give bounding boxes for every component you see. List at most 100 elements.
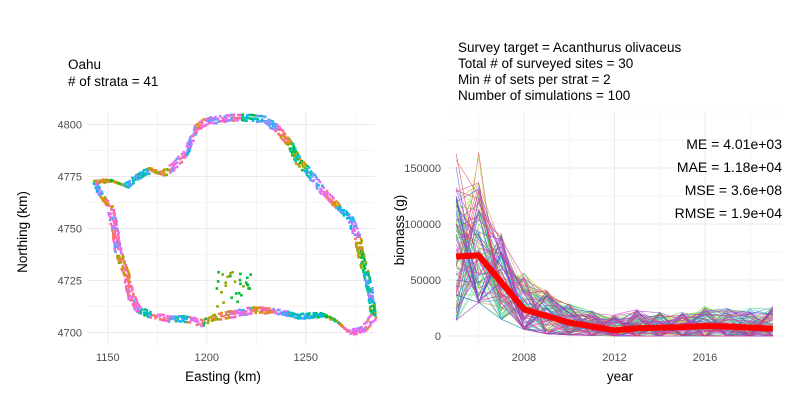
stratum-cell bbox=[359, 250, 363, 253]
stratum-cell bbox=[286, 143, 290, 146]
stratum-cell bbox=[243, 313, 246, 316]
stratum-cell bbox=[123, 274, 126, 277]
stratum-cell bbox=[321, 312, 324, 316]
stratum-cell bbox=[212, 318, 216, 322]
stratum-cell bbox=[158, 315, 162, 318]
stratum-cell bbox=[100, 192, 104, 195]
stratum-cell bbox=[211, 116, 215, 120]
stratum-cell bbox=[287, 314, 291, 317]
stratum-cell bbox=[216, 117, 220, 121]
stratum-cell bbox=[364, 326, 367, 329]
stratum-cell bbox=[353, 229, 356, 232]
simulation-line bbox=[456, 253, 774, 337]
stratum-cell bbox=[127, 281, 131, 285]
stratum-cell bbox=[263, 115, 267, 119]
stratum-cell bbox=[361, 260, 364, 264]
stratum-cell bbox=[258, 311, 262, 314]
stratum-cell bbox=[322, 191, 326, 194]
stratum-cell bbox=[296, 317, 300, 320]
stratum-cell bbox=[270, 123, 273, 126]
stratum-cell bbox=[95, 179, 98, 182]
stratum-cell bbox=[352, 227, 356, 230]
stratum-cell bbox=[98, 179, 101, 182]
stratum-cell bbox=[273, 125, 277, 129]
stratum-cell bbox=[281, 137, 284, 141]
stratum-cell bbox=[115, 219, 118, 222]
stratum-cell bbox=[173, 166, 177, 170]
stratum-cell bbox=[115, 238, 119, 242]
stratum-cell bbox=[369, 290, 372, 293]
stratum-cell bbox=[163, 168, 166, 171]
stratum-cell bbox=[112, 210, 116, 214]
stratum-cell bbox=[123, 281, 127, 284]
stratum-cell bbox=[367, 291, 370, 294]
stratum-cell bbox=[117, 247, 120, 251]
stratum-cell bbox=[242, 308, 245, 312]
stratum-cell bbox=[305, 173, 309, 177]
offshore-stratum-cell bbox=[234, 292, 238, 295]
map-grid bbox=[88, 112, 375, 345]
stratum-cell bbox=[126, 277, 130, 280]
stratum-cell bbox=[160, 318, 164, 322]
stratum-cell bbox=[126, 275, 129, 278]
stratum-cell bbox=[248, 113, 251, 117]
stratum-cell bbox=[116, 243, 120, 246]
stratum-cell bbox=[367, 295, 371, 299]
stratum-cell bbox=[112, 238, 115, 242]
stratum-cell bbox=[131, 176, 134, 180]
stratum-cell bbox=[347, 330, 350, 333]
stratum-cell bbox=[288, 312, 291, 315]
stratum-cell bbox=[197, 127, 201, 130]
biomass-panel: Survey target = Acanthurus olivaceus Tot… bbox=[392, 40, 782, 384]
stratum-cell bbox=[220, 314, 223, 318]
stratum-cell bbox=[139, 307, 143, 310]
biomass-y-tick-label: 150000 bbox=[404, 163, 441, 175]
stratum-cell bbox=[368, 278, 372, 281]
stratum-cell bbox=[291, 142, 295, 146]
stratum-cell bbox=[224, 313, 228, 317]
stratum-cell bbox=[180, 156, 183, 160]
stratum-cell bbox=[204, 118, 208, 121]
offshore-stratum-cell bbox=[240, 293, 243, 297]
stratum-cell bbox=[186, 315, 189, 319]
stratum-cell bbox=[314, 312, 318, 315]
stratum-cell bbox=[364, 271, 368, 274]
stratum-cell bbox=[170, 315, 174, 319]
stratum-cell bbox=[114, 180, 118, 184]
stratum-cell bbox=[100, 178, 104, 182]
stratum-cell bbox=[281, 311, 285, 314]
stratum-cell bbox=[112, 231, 115, 235]
stratum-cell bbox=[121, 258, 125, 261]
stratum-cell bbox=[139, 171, 142, 175]
biomass-title-line-3: Min # of sets per strat = 2 bbox=[458, 72, 611, 87]
stratum-cell bbox=[279, 128, 282, 131]
stratum-cell bbox=[186, 320, 189, 324]
stratum-cell bbox=[217, 312, 221, 316]
stratum-cell bbox=[110, 179, 114, 182]
stratum-cell bbox=[247, 312, 251, 316]
stratum-cell bbox=[361, 250, 364, 254]
stratum-cell bbox=[201, 321, 204, 324]
stratum-cell bbox=[215, 316, 218, 319]
stratum-cell bbox=[297, 153, 300, 157]
stratum-cell bbox=[368, 307, 372, 310]
stratum-cell bbox=[112, 220, 116, 224]
stratum-cell bbox=[366, 270, 370, 273]
stratum-cell bbox=[213, 313, 217, 317]
stratum-cell bbox=[360, 330, 364, 334]
stratum-cell bbox=[194, 319, 197, 323]
stratum-cell bbox=[236, 311, 239, 315]
stratum-cell bbox=[321, 184, 324, 188]
stratum-cell bbox=[245, 119, 248, 122]
stratum-cell bbox=[364, 273, 368, 276]
stratum-cell bbox=[346, 217, 349, 220]
stratum-cell bbox=[370, 300, 374, 304]
stratum-cell bbox=[146, 169, 150, 172]
stratum-cell bbox=[129, 284, 133, 288]
stratum-cell bbox=[358, 248, 361, 251]
stratum-cell bbox=[260, 119, 263, 123]
stratum-cell bbox=[193, 316, 196, 320]
stratum-cell bbox=[351, 231, 354, 234]
stratum-cell bbox=[134, 174, 138, 177]
stratum-cell bbox=[368, 315, 372, 318]
